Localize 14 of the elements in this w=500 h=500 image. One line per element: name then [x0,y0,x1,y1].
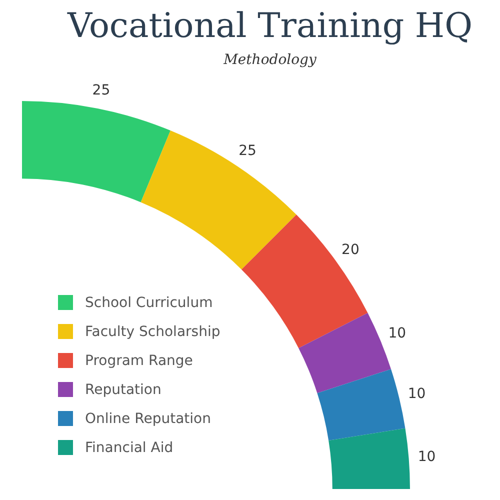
legend-label: School Curriculum [85,294,213,310]
chart-title: Vocational Training HQ [66,6,474,46]
data-label: 20 [342,242,360,258]
data-label: 10 [388,325,406,342]
data-label: 25 [238,143,256,160]
chart-subtitle: Methodology [222,52,318,68]
data-label: 10 [418,448,436,465]
legend-label: Reputation [85,382,162,398]
legend-label: Financial Aid [85,440,174,456]
data-label: 25 [92,82,110,98]
legend-label: Program Range [85,352,193,368]
data-label: 10 [408,386,426,402]
legend-label: Faculty Scholarship [85,324,220,340]
legend-label: Online Reputation [85,410,211,426]
